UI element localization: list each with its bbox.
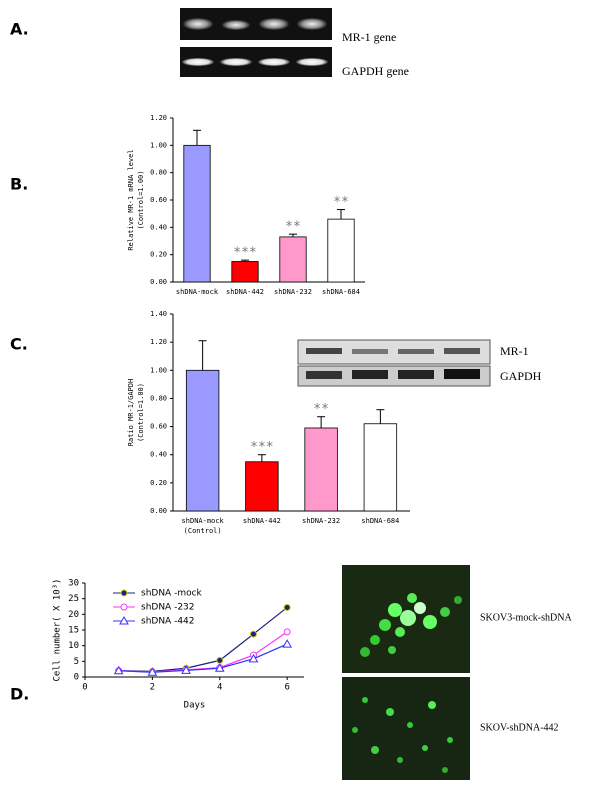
marker xyxy=(147,667,158,676)
marker xyxy=(216,656,224,664)
marker xyxy=(283,628,291,636)
y-tick-label: 30 xyxy=(68,579,79,589)
y-axis-label: Relative MR-1 mRNA level xyxy=(127,149,135,250)
significance: *** xyxy=(233,246,256,261)
legend-label: shDNA -232 xyxy=(141,603,195,613)
gel-a xyxy=(180,8,332,77)
y-tick-label: 20 xyxy=(68,610,79,620)
y-axis-label: Ratio MR-1/GAPDH xyxy=(127,379,135,446)
x-tick-label: 0 xyxy=(82,683,87,693)
bar xyxy=(185,369,220,512)
x-tick-label: shDNA-232 xyxy=(302,517,340,525)
panel-label: A. xyxy=(10,20,29,39)
y-tick-label: 10 xyxy=(68,641,79,651)
y-tick-label: 1.00 xyxy=(150,141,167,149)
y-tick-label: 0.60 xyxy=(150,196,167,204)
x-tick-label: shDNA-684 xyxy=(322,288,360,296)
y-tick-label: 0.80 xyxy=(150,394,167,402)
series-line xyxy=(118,631,288,673)
significance: ** xyxy=(313,402,329,417)
y-tick-label: 5 xyxy=(74,657,79,667)
micrograph-label: SKOV-shDNA-442 xyxy=(480,722,559,733)
marker xyxy=(113,665,124,675)
bar xyxy=(183,144,211,283)
panel-label: D. xyxy=(10,685,29,704)
gel-label: MR-1 xyxy=(500,344,529,358)
significance: ** xyxy=(333,195,349,210)
series-line xyxy=(118,643,288,673)
y-tick-label: 25 xyxy=(68,594,79,604)
marker xyxy=(181,665,191,674)
y-tick-label: 15 xyxy=(68,626,79,636)
y-axis-label: Cell number( X 10³) xyxy=(53,579,63,682)
x-tick-label: 4 xyxy=(217,683,222,693)
x-tick-label: shDNA-mock xyxy=(182,517,225,525)
y-tick-label: 0.00 xyxy=(150,278,167,286)
micrograph xyxy=(342,565,470,780)
y-tick-label: 1.20 xyxy=(150,114,167,122)
y-tick-label: 0.00 xyxy=(150,507,167,515)
legend-label: shDNA -mock xyxy=(141,589,203,599)
bar xyxy=(245,461,279,512)
x-tick-label: shDNA-684 xyxy=(361,517,399,525)
panel-label: C. xyxy=(10,335,28,354)
gel-label: GAPDH xyxy=(500,369,542,383)
panel-label: B. xyxy=(10,175,28,194)
y-tick-label: 0 xyxy=(74,673,79,683)
bar xyxy=(231,261,259,283)
gel-label: MR-1 gene xyxy=(342,30,396,44)
y-tick-label: 1.20 xyxy=(150,338,167,346)
legend-marker xyxy=(119,615,129,625)
micrograph-label: SKOV3-mock-shDNA xyxy=(480,612,572,623)
y-tick-label: 0.80 xyxy=(150,169,167,177)
bar xyxy=(327,218,355,283)
legend-marker xyxy=(120,603,128,611)
x-tick-note: (Control) xyxy=(184,527,222,535)
x-tick-label: shDNA-442 xyxy=(226,288,264,296)
x-tick-label: shDNA-442 xyxy=(243,517,281,525)
x-tick-label: 2 xyxy=(150,683,155,693)
marker xyxy=(283,603,291,611)
legend-marker xyxy=(120,589,128,597)
y-tick-label: 0.60 xyxy=(150,423,167,431)
y-axis-label: (Control=1.00) xyxy=(137,383,145,442)
x-axis-label: Days xyxy=(184,701,206,711)
y-tick-label: 0.40 xyxy=(150,451,167,459)
marker xyxy=(249,630,257,638)
bar xyxy=(279,236,307,283)
significance: ** xyxy=(285,220,301,235)
y-tick-label: 1.00 xyxy=(150,366,167,374)
marker xyxy=(282,639,293,648)
gel-c xyxy=(297,339,491,387)
bar xyxy=(304,427,338,512)
marker xyxy=(248,653,259,663)
significance: *** xyxy=(250,440,273,455)
y-tick-label: 1.40 xyxy=(150,310,167,318)
y-tick-label: 0.20 xyxy=(150,479,167,487)
y-tick-label: 0.20 xyxy=(150,251,167,259)
bar xyxy=(363,423,398,512)
x-tick-label: shDNA-mock xyxy=(176,288,219,296)
y-axis-label: (Control=1.00) xyxy=(137,170,145,229)
y-tick-label: 0.40 xyxy=(150,223,167,231)
gel-label: GAPDH gene xyxy=(342,64,409,78)
legend-label: shDNA -442 xyxy=(141,617,195,627)
x-tick-label: 6 xyxy=(284,683,289,693)
x-tick-label: shDNA-232 xyxy=(274,288,312,296)
marker xyxy=(214,663,225,672)
